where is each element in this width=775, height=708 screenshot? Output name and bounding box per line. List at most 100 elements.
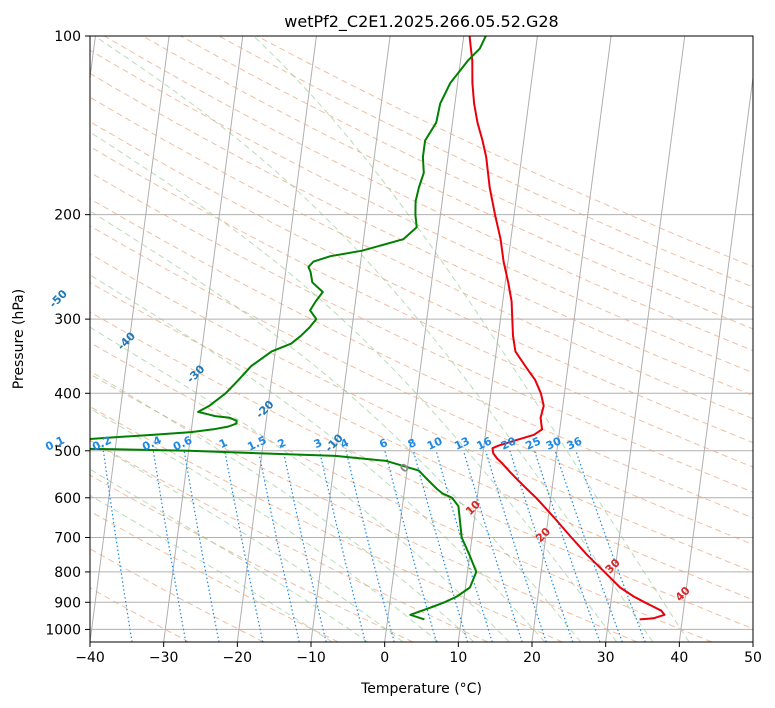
dry-adiabat-line: [90, 311, 753, 630]
mixing-ratio-line: [183, 450, 220, 642]
isotherm-line: [457, 36, 538, 642]
moist-adiabat-line: [90, 494, 333, 642]
mixing-ratio-line: [384, 450, 437, 642]
isotherm-line: [236, 36, 317, 642]
mixing-ratio-line: [318, 450, 366, 642]
mixing-ratio-line: [485, 450, 547, 642]
dry-adiabat-line: [90, 510, 339, 642]
mixing-ratio-label: 13: [452, 434, 471, 452]
isotherm-line: [163, 36, 244, 642]
dry-adiabat-line: [90, 146, 753, 468]
moist-adiabat-line: [253, 36, 690, 642]
y-tick-label: 100: [54, 29, 81, 45]
grid-layer: [90, 36, 753, 642]
dry-adiabat-line: [90, 225, 753, 546]
plot-frame: [89, 35, 754, 643]
x-tick-label: 50: [744, 650, 762, 666]
y-tick-label: 1000: [45, 622, 81, 638]
y-tick-label: 400: [54, 386, 81, 402]
moist-adiabat-line: [90, 326, 510, 642]
isotherm-line: [531, 36, 612, 642]
moist-adiabat-line: [90, 274, 546, 642]
dry-adiabat-line: [104, 36, 753, 352]
mixing-ratio-line: [412, 450, 469, 642]
mixing-ratio-label: 20: [499, 434, 519, 452]
x-tick-label: −20: [223, 650, 253, 666]
dry-adiabat-line: [218, 36, 753, 288]
moist-adiabat-line: [90, 210, 582, 642]
mixing-ratio-line: [152, 450, 187, 642]
mixing-ratio-line: [554, 450, 623, 642]
x-tick-label: −40: [75, 650, 105, 666]
isotherm-line: [90, 36, 170, 642]
dewpoint-profile-line: [90, 36, 487, 621]
mixing-ratio-label: 1: [217, 436, 229, 451]
moist-adiabat-label: 40: [673, 584, 693, 604]
y-tick-label: 200: [54, 208, 81, 224]
dry-adiabat-label: -30: [184, 362, 207, 385]
dry-adiabat-line: [90, 171, 753, 493]
dry-adiabat-line: [90, 439, 488, 642]
mixing-ratio-line: [257, 450, 300, 642]
moist-adiabat-line: [90, 407, 439, 642]
mixing-ratio-label: 10: [425, 434, 445, 452]
mixing-ratio-label: 25: [523, 434, 542, 452]
dry-adiabat-line: [90, 121, 753, 444]
dry-adiabat-line: [90, 548, 264, 642]
dry-adiabat-line: [90, 96, 753, 420]
dry-adiabat-line: [90, 341, 712, 642]
dry-adiabat-line: [90, 373, 638, 642]
dry-adiabat-label: -20: [253, 398, 276, 421]
mixing-ratio-line: [282, 450, 327, 642]
x-axis-label: Temperature (°C): [360, 681, 482, 697]
y-tick-label: 300: [54, 312, 81, 328]
dry-adiabat-line: [90, 72, 753, 397]
y-tick-label: 600: [54, 491, 81, 507]
label-layer: 0.10.20.40.611.52346810131620253036-100-…: [0, 236, 693, 604]
mixing-ratio-label: 6: [377, 436, 390, 451]
moist-adiabat-line: [90, 131, 618, 642]
x-tick-label: 40: [670, 650, 688, 666]
mixing-ratio-line: [102, 450, 133, 642]
mixing-ratio-line: [435, 450, 493, 642]
mixing-ratio-label: 3: [312, 436, 324, 451]
series-layer: [90, 36, 666, 621]
moist-adiabat-label: 10: [463, 498, 483, 518]
moist-adiabat-line: [90, 440, 404, 642]
dry-adiabat-label: -50: [47, 287, 70, 310]
dry-adiabat-label: -40: [115, 329, 138, 352]
x-tick-label: 20: [523, 650, 541, 666]
x-tick-label: 10: [449, 650, 467, 666]
isotherm-line: [678, 73, 753, 642]
isotherm-line: [384, 36, 465, 642]
mixing-ratio-label: 2: [276, 436, 288, 451]
x-tick-label: −10: [296, 650, 326, 666]
y-axis-label: Pressure (hPa): [11, 289, 27, 389]
mixing-ratio-line: [534, 450, 601, 642]
chart-title: wetPf2_C2E1.2025.266.05.52.G28: [284, 12, 558, 32]
isotherm-line: [752, 638, 753, 642]
mixing-ratio-label: 30: [544, 434, 564, 452]
mixing-ratio-label: 16: [474, 434, 494, 452]
y-tick-label: 700: [54, 531, 81, 547]
mixing-ratio-line: [345, 450, 395, 642]
dry-adiabat-line: [256, 36, 753, 268]
temperature-profile-line: [468, 36, 666, 621]
dry-adiabat-line: [90, 281, 753, 601]
moist-adiabat-line: [90, 468, 368, 642]
dry-adiabat-line: [90, 406, 563, 642]
mixing-ratio-label: 36: [565, 434, 585, 452]
mixing-ratio-line: [462, 450, 523, 642]
moist-adiabat-line: [90, 370, 475, 642]
mixing-ratio-line: [509, 450, 574, 642]
x-tick-label: 30: [597, 650, 615, 666]
y-tick-label: 500: [54, 444, 81, 460]
y-tick-label: 800: [54, 565, 81, 581]
mixing-ratio-line: [224, 450, 264, 642]
dry-adiabat-line: [90, 253, 753, 573]
axis-layer: −40 −30 −20 −10 0 10 20 30 40 50 100 200 300 400 500 60…: [45, 29, 762, 666]
mixing-ratio-line: [575, 450, 646, 642]
dry-adiabat-label: -60: [0, 236, 3, 259]
moist-adiabat-line: [94, 36, 654, 642]
